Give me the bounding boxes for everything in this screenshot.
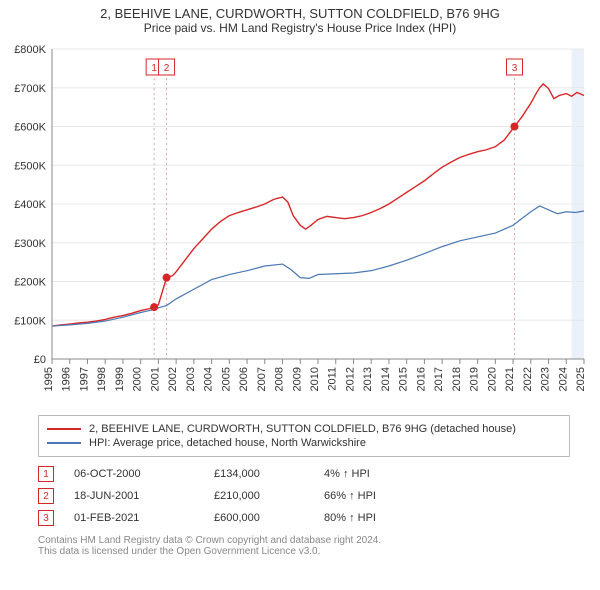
attribution-line: This data is licensed under the Open Gov… bbox=[38, 546, 570, 557]
svg-text:£0: £0 bbox=[34, 354, 46, 366]
chart-subtitle: Price paid vs. HM Land Registry's House … bbox=[0, 21, 600, 39]
svg-text:2024: 2024 bbox=[557, 367, 569, 391]
svg-text:2023: 2023 bbox=[540, 367, 552, 391]
sale-pct: 66% ↑ HPI bbox=[324, 490, 404, 502]
svg-text:2017: 2017 bbox=[433, 367, 445, 391]
sales-row: 2 18-JUN-2001 £210,000 66% ↑ HPI bbox=[38, 485, 570, 507]
svg-text:1995: 1995 bbox=[43, 367, 55, 391]
legend: 2, BEEHIVE LANE, CURDWORTH, SUTTON COLDF… bbox=[38, 415, 570, 457]
svg-text:3: 3 bbox=[512, 63, 518, 74]
svg-text:£100K: £100K bbox=[14, 315, 46, 327]
chart-svg: £0 £100K £200K £300K £400K £500K £600K £700K £80… bbox=[0, 39, 600, 409]
svg-text:2010: 2010 bbox=[309, 367, 321, 391]
svg-text:2: 2 bbox=[164, 63, 170, 74]
svg-text:1996: 1996 bbox=[61, 367, 73, 391]
legend-label: HPI: Average price, detached house, Nort… bbox=[89, 437, 366, 449]
chart-title: 2, BEEHIVE LANE, CURDWORTH, SUTTON COLDF… bbox=[0, 0, 600, 21]
sale-badge: 2 bbox=[38, 488, 54, 504]
svg-text:2008: 2008 bbox=[274, 367, 286, 391]
sale-badge: 3 bbox=[38, 510, 54, 526]
svg-text:£300K: £300K bbox=[14, 238, 46, 250]
svg-text:£400K: £400K bbox=[14, 199, 46, 211]
chart-area: £0 £100K £200K £300K £400K £500K £600K £700K £80… bbox=[0, 39, 600, 409]
svg-text:£800K: £800K bbox=[14, 44, 46, 56]
svg-text:2011: 2011 bbox=[327, 367, 339, 391]
svg-text:2015: 2015 bbox=[398, 367, 410, 391]
svg-text:2006: 2006 bbox=[238, 367, 250, 391]
svg-text:1997: 1997 bbox=[78, 367, 90, 391]
legend-row: 2, BEEHIVE LANE, CURDWORTH, SUTTON COLDF… bbox=[47, 422, 561, 436]
svg-text:2021: 2021 bbox=[504, 367, 516, 391]
svg-text:2016: 2016 bbox=[415, 367, 427, 391]
sales-table: 1 06-OCT-2000 £134,000 4% ↑ HPI 2 18-JUN-2001… bbox=[38, 463, 570, 529]
svg-text:2014: 2014 bbox=[380, 367, 392, 391]
svg-text:2019: 2019 bbox=[469, 367, 481, 391]
sales-row: 3 01-FEB-2021 £600,000 80% ↑ HPI bbox=[38, 507, 570, 529]
legend-swatch bbox=[47, 442, 81, 444]
sale-price: £210,000 bbox=[214, 490, 304, 502]
svg-text:2013: 2013 bbox=[362, 367, 374, 391]
svg-text:2020: 2020 bbox=[486, 367, 498, 391]
sales-row: 1 06-OCT-2000 £134,000 4% ↑ HPI bbox=[38, 463, 570, 485]
svg-text:2002: 2002 bbox=[167, 367, 179, 391]
svg-text:1999: 1999 bbox=[114, 367, 126, 391]
attribution-line: Contains HM Land Registry data © Crown c… bbox=[38, 535, 570, 546]
svg-text:£200K: £200K bbox=[14, 277, 46, 289]
legend-row: HPI: Average price, detached house, Nort… bbox=[47, 436, 561, 450]
svg-text:£600K: £600K bbox=[14, 122, 46, 134]
svg-text:2009: 2009 bbox=[291, 367, 303, 391]
svg-text:2012: 2012 bbox=[344, 367, 356, 391]
svg-text:2001: 2001 bbox=[149, 367, 161, 391]
sale-badge: 1 bbox=[38, 466, 54, 482]
svg-text:2000: 2000 bbox=[132, 367, 144, 391]
sale-pct: 4% ↑ HPI bbox=[324, 468, 404, 480]
svg-text:2003: 2003 bbox=[185, 367, 197, 391]
svg-text:2025: 2025 bbox=[575, 367, 587, 391]
sale-date: 06-OCT-2000 bbox=[74, 468, 194, 480]
svg-text:2022: 2022 bbox=[522, 367, 534, 391]
svg-text:2005: 2005 bbox=[220, 367, 232, 391]
svg-text:2004: 2004 bbox=[203, 367, 215, 391]
svg-text:2007: 2007 bbox=[256, 367, 268, 391]
svg-text:£500K: £500K bbox=[14, 160, 46, 172]
sale-date: 18-JUN-2001 bbox=[74, 490, 194, 502]
attribution: Contains HM Land Registry data © Crown c… bbox=[38, 535, 570, 557]
sale-price: £600,000 bbox=[214, 512, 304, 524]
sale-pct: 80% ↑ HPI bbox=[324, 512, 404, 524]
sale-date: 01-FEB-2021 bbox=[74, 512, 194, 524]
sale-price: £134,000 bbox=[214, 468, 304, 480]
svg-text:1: 1 bbox=[151, 63, 157, 74]
legend-label: 2, BEEHIVE LANE, CURDWORTH, SUTTON COLDF… bbox=[89, 423, 516, 435]
svg-text:£700K: £700K bbox=[14, 83, 46, 95]
legend-swatch bbox=[47, 428, 81, 430]
svg-text:2018: 2018 bbox=[451, 367, 463, 391]
svg-text:1998: 1998 bbox=[96, 367, 108, 391]
